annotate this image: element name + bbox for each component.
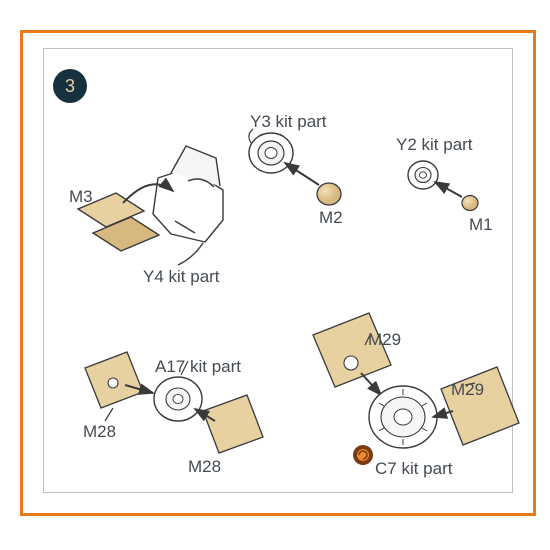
- label-y2: Y2 kit part: [396, 136, 473, 153]
- label-c7: C7 kit part: [375, 460, 452, 477]
- label-m28b: M28: [188, 458, 221, 475]
- label-m1: M1: [469, 216, 493, 233]
- label-m29b: M29: [451, 381, 484, 398]
- label-y4: Y4 kit part: [143, 268, 220, 285]
- group-c7-m29: [313, 313, 519, 465]
- group-y4-m3: [78, 146, 223, 265]
- label-m29a: M29: [368, 331, 401, 348]
- diagram-panel: 3: [20, 30, 536, 516]
- label-m3: M3: [69, 188, 93, 205]
- group-y2-m1: [408, 161, 478, 211]
- label-y3: Y3 kit part: [250, 113, 327, 130]
- group-y3-m2: [249, 129, 341, 205]
- label-m2: M2: [319, 209, 343, 226]
- label-a17: A17 kit part: [155, 358, 241, 375]
- label-m28a: M28: [83, 423, 116, 440]
- assembly-diagram: [23, 33, 533, 513]
